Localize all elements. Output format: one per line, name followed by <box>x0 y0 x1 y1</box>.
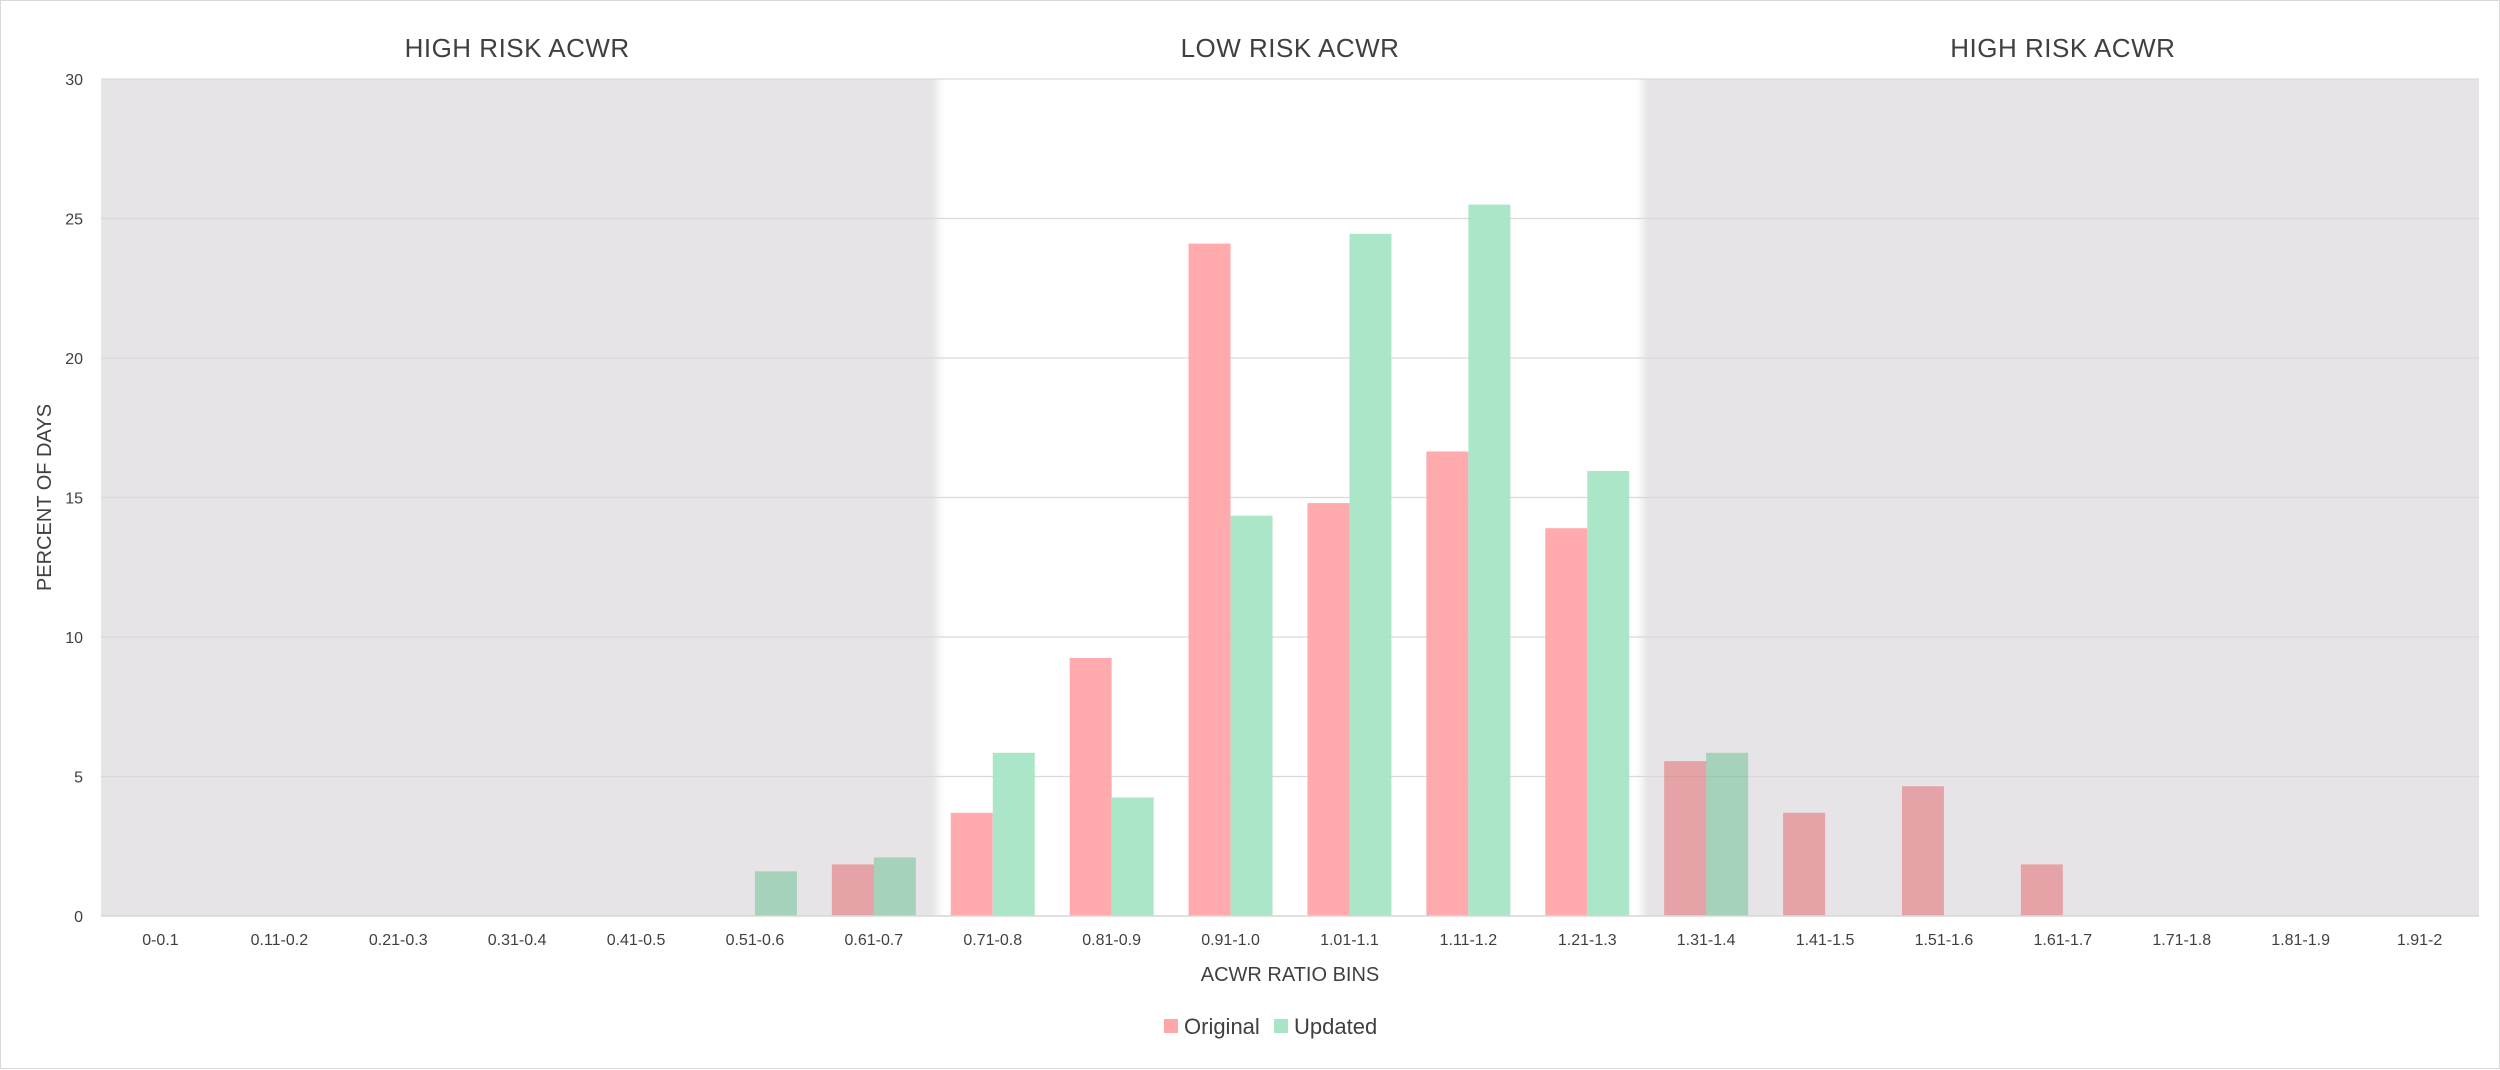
bar-original-0.91-1.0 <box>1188 243 1231 917</box>
bar-original-1.21-1.3 <box>1545 528 1588 916</box>
x-tick-label: 0.91-1.0 <box>1201 932 1260 949</box>
bar-original-1.41-1.5 <box>1783 812 1826 916</box>
x-axis-title: ACWR RATIO BINS <box>1201 964 1380 986</box>
x-tick-label: 1.61-1.7 <box>2033 932 2092 949</box>
y-tick-label: 25 <box>65 212 83 229</box>
y-tick-label: 10 <box>65 630 83 647</box>
zone-label-2: HIGH RISK ACWR <box>1950 33 2175 63</box>
legend-label-updated: Updated <box>1294 1014 1377 1039</box>
x-tick-label: 1.01-1.1 <box>1320 932 1379 949</box>
x-tick-label: 1.41-1.5 <box>1796 932 1855 949</box>
y-tick-label: 15 <box>65 491 83 508</box>
legend-swatch-updated <box>1274 1019 1288 1033</box>
x-tick-label: 1.11-1.2 <box>1440 932 1498 949</box>
x-tick-label: 1.31-1.4 <box>1677 932 1736 949</box>
bar-original-1.11-1.2 <box>1426 451 1469 916</box>
bar-updated-0.61-0.7 <box>873 857 916 916</box>
bar-updated-0.71-0.8 <box>992 752 1035 916</box>
axes: ACWR RATIO BINS PERCENT OF DAYS 0-0.1 0.1… <box>34 404 2479 986</box>
bar-original-1.51-1.6 <box>1901 786 1944 916</box>
bar-updated-1.31-1.4 <box>1706 752 1749 916</box>
x-tick-label: 0.81-0.9 <box>1082 932 1141 949</box>
bar-original-1.01-1.1 <box>1307 503 1350 916</box>
y-tick-label: 5 <box>74 770 83 787</box>
bar-updated-0.51-0.6 <box>754 871 797 916</box>
x-tick-label: 0.71-0.8 <box>963 932 1022 949</box>
x-tick-label: 1.91-2 <box>2397 932 2442 949</box>
bars <box>754 204 2063 917</box>
x-tick-label: 1.21-1.3 <box>1558 932 1617 949</box>
x-tick-label: 0.41-0.5 <box>607 932 666 949</box>
x-tick-label: 1.71-1.8 <box>2152 932 2211 949</box>
x-tick-label: 0.21-0.3 <box>369 932 428 949</box>
bar-updated-0.91-1.0 <box>1230 515 1273 916</box>
bar-original-0.71-0.8 <box>950 812 993 916</box>
x-tick-label: 0.11-0.2 <box>251 932 309 949</box>
bar-updated-1.21-1.3 <box>1587 470 1630 916</box>
legend-label-original: Original <box>1184 1014 1260 1039</box>
bar-updated-1.01-1.1 <box>1349 233 1392 917</box>
x-tick-label: 0-0.1 <box>142 932 179 949</box>
bar-original-0.61-0.7 <box>831 864 874 916</box>
x-tick-label: 1.51-1.6 <box>1915 932 1974 949</box>
bar-original-0.81-0.9 <box>1069 657 1112 916</box>
y-tick-label: 0 <box>74 909 83 926</box>
bar-original-1.61-1.7 <box>2020 864 2063 916</box>
legend-swatch-original <box>1164 1019 1178 1033</box>
legend: Original Updated <box>1164 1014 1377 1039</box>
x-tick-label: 0.31-0.4 <box>488 932 547 949</box>
x-tick-label: 0.51-0.6 <box>726 932 785 949</box>
zone-label-0: HIGH RISK ACWR <box>405 33 630 63</box>
y-tick-label: 20 <box>65 351 83 368</box>
bar-original-1.31-1.4 <box>1664 761 1707 916</box>
y-axis-title: PERCENT OF DAYS <box>34 404 56 591</box>
risk-zones: HIGH RISK ACWR LOW RISK ACWR HIGH RISK ACW… <box>101 33 2479 916</box>
x-tick-label: 0.61-0.7 <box>844 932 903 949</box>
bar-updated-0.81-0.9 <box>1111 797 1154 916</box>
zone-label-1: LOW RISK ACWR <box>1181 33 1400 63</box>
bar-updated-1.11-1.2 <box>1468 204 1511 917</box>
y-tick-label: 30 <box>65 72 83 89</box>
x-tick-label: 1.81-1.9 <box>2271 932 2330 949</box>
